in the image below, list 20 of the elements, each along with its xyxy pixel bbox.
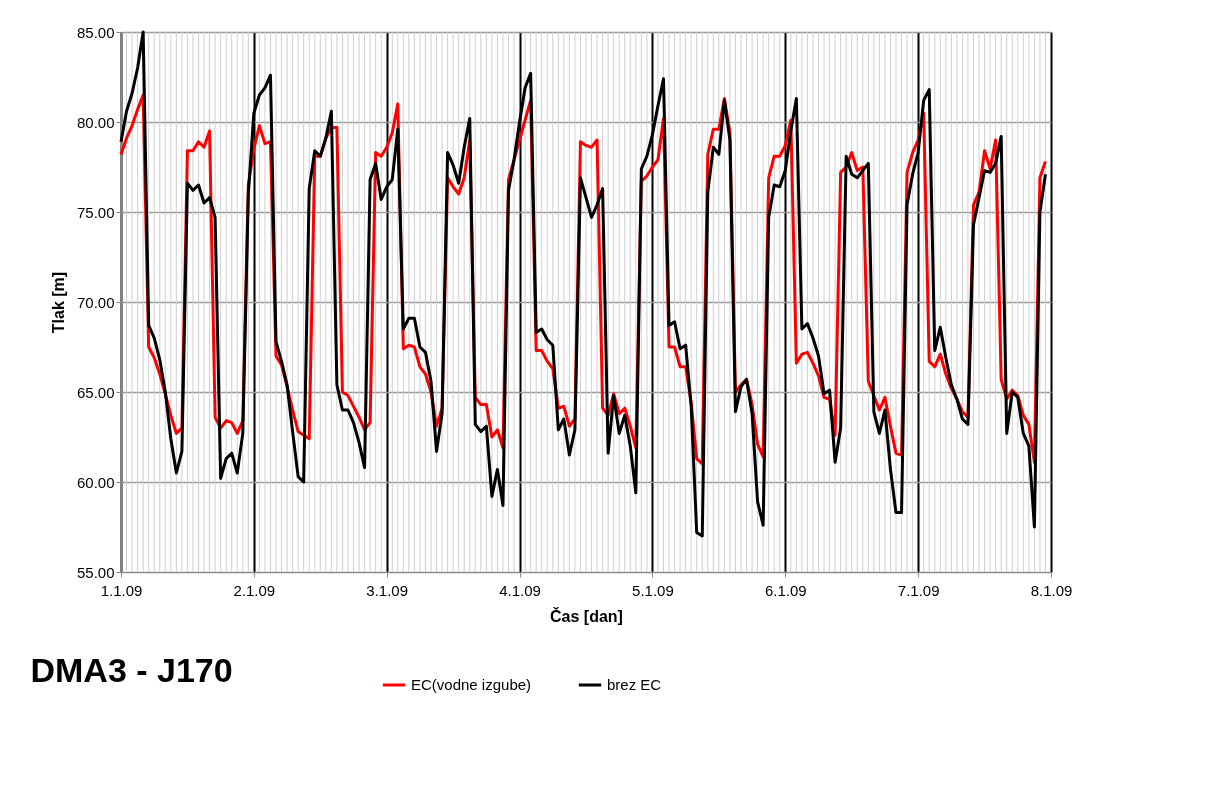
y-tick-label: 85.00 (76, 23, 115, 41)
y-tick-label: 70.00 (76, 293, 115, 311)
x-tick-label: 2.1.09 (233, 581, 276, 599)
x-axis-title: Čas [dan] (550, 606, 623, 625)
x-tick-label: 4.1.09 (499, 581, 541, 599)
y-tick-label: 65.00 (76, 383, 115, 401)
y-tick-label: 60.00 (76, 473, 115, 491)
y-tick-label: 80.00 (76, 113, 115, 131)
x-tick-label: 6.1.09 (764, 581, 807, 599)
y-axis-title: Tlak [m] (49, 271, 67, 334)
x-tick-label: 8.1.09 (1030, 581, 1073, 599)
legend-label: brez EC (607, 676, 662, 693)
text: DMA3 - J170 (30, 651, 233, 689)
y-tick-label: 75.00 (76, 203, 115, 221)
legend-label: EC(vodne izgube) (411, 676, 532, 693)
x-tick-label: 5.1.09 (632, 581, 674, 599)
y-tick-label: 55.00 (76, 563, 115, 581)
x-tick-label: 7.1.09 (897, 581, 940, 599)
x-tick-label: 1.1.09 (100, 581, 143, 599)
x-tick-label: 3.1.09 (366, 581, 409, 599)
